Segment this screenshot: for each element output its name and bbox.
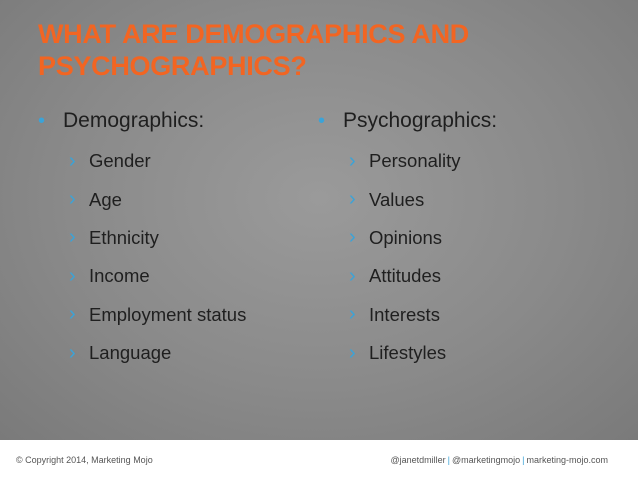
chevron-right-icon: ›: [69, 264, 76, 287]
demographics-heading: • Demographics:: [38, 106, 308, 136]
chevron-right-icon: ›: [69, 226, 76, 249]
chevron-right-icon: ›: [349, 303, 356, 326]
credit-twitter-marketingmojo: @marketingmojo: [451, 455, 521, 465]
list-item-label: Ethnicity: [89, 226, 159, 248]
list-item: › Opinions: [349, 219, 618, 257]
bullet-icon: •: [38, 109, 46, 132]
demographics-heading-label: Demographics:: [63, 109, 205, 132]
credit-website: marketing-mojo.com: [526, 455, 608, 465]
demographics-list: › Gender › Age › Ethnicity › Income › Em…: [38, 142, 308, 372]
list-item: › Attitudes: [349, 257, 618, 295]
list-item-label: Values: [369, 188, 425, 210]
chevron-right-icon: ›: [349, 341, 356, 364]
list-item-label: Age: [89, 188, 122, 210]
list-item-label: Lifestyles: [369, 342, 447, 364]
slide-title-line-1: WHAT ARE DEMOGRAPHICS AND: [38, 19, 469, 49]
slide-title-line-2: PSYCHOGRAPHICS?: [38, 51, 307, 81]
chevron-right-icon: ›: [349, 188, 356, 211]
list-item: › Gender: [69, 142, 308, 180]
list-item: › Age: [69, 180, 308, 218]
list-item-label: Employment status: [89, 303, 247, 325]
bullet-icon: •: [318, 109, 326, 132]
chevron-right-icon: ›: [69, 341, 76, 364]
slide-title: WHAT ARE DEMOGRAPHICS AND PSYCHOGRAPHICS…: [38, 18, 598, 82]
slide-background: [0, 0, 638, 440]
list-item-label: Attitudes: [369, 265, 441, 287]
chevron-right-icon: ›: [69, 149, 76, 172]
list-item-label: Personality: [369, 150, 461, 172]
demographics-column: • Demographics: › Gender › Age › Ethnici…: [38, 106, 308, 372]
chevron-right-icon: ›: [69, 188, 76, 211]
list-item: › Ethnicity: [69, 219, 308, 257]
list-item: › Lifestyles: [349, 334, 618, 372]
chevron-right-icon: ›: [349, 149, 356, 172]
psychographics-heading-label: Psychographics:: [343, 109, 498, 132]
list-item: › Personality: [349, 142, 618, 180]
credit-twitter-janet: @janetdmiller: [390, 455, 446, 465]
list-item-label: Gender: [89, 150, 151, 172]
chevron-right-icon: ›: [349, 264, 356, 287]
list-item-label: Interests: [369, 303, 440, 325]
list-item: › Income: [69, 257, 308, 295]
footer-bar: [0, 440, 638, 479]
psychographics-list: › Personality › Values › Opinions › Atti…: [318, 142, 618, 372]
psychographics-column: • Psychographics: › Personality › Values…: [318, 106, 618, 372]
copyright-text: © Copyright 2014, Marketing Mojo: [16, 455, 153, 465]
list-item: › Employment status: [69, 296, 308, 334]
list-item: › Language: [69, 334, 308, 372]
footer-credits: @janetdmiller | @marketingmojo | marketing-m…: [390, 455, 608, 465]
chevron-right-icon: ›: [69, 303, 76, 326]
list-item: › Interests: [349, 296, 618, 334]
psychographics-heading: • Psychographics:: [318, 106, 618, 136]
list-item-label: Language: [89, 342, 172, 364]
separator: |: [522, 455, 525, 465]
chevron-right-icon: ›: [349, 226, 356, 249]
list-item: › Values: [349, 180, 618, 218]
list-item-label: Opinions: [369, 226, 443, 248]
list-item-label: Income: [89, 265, 150, 287]
separator: |: [447, 455, 450, 465]
